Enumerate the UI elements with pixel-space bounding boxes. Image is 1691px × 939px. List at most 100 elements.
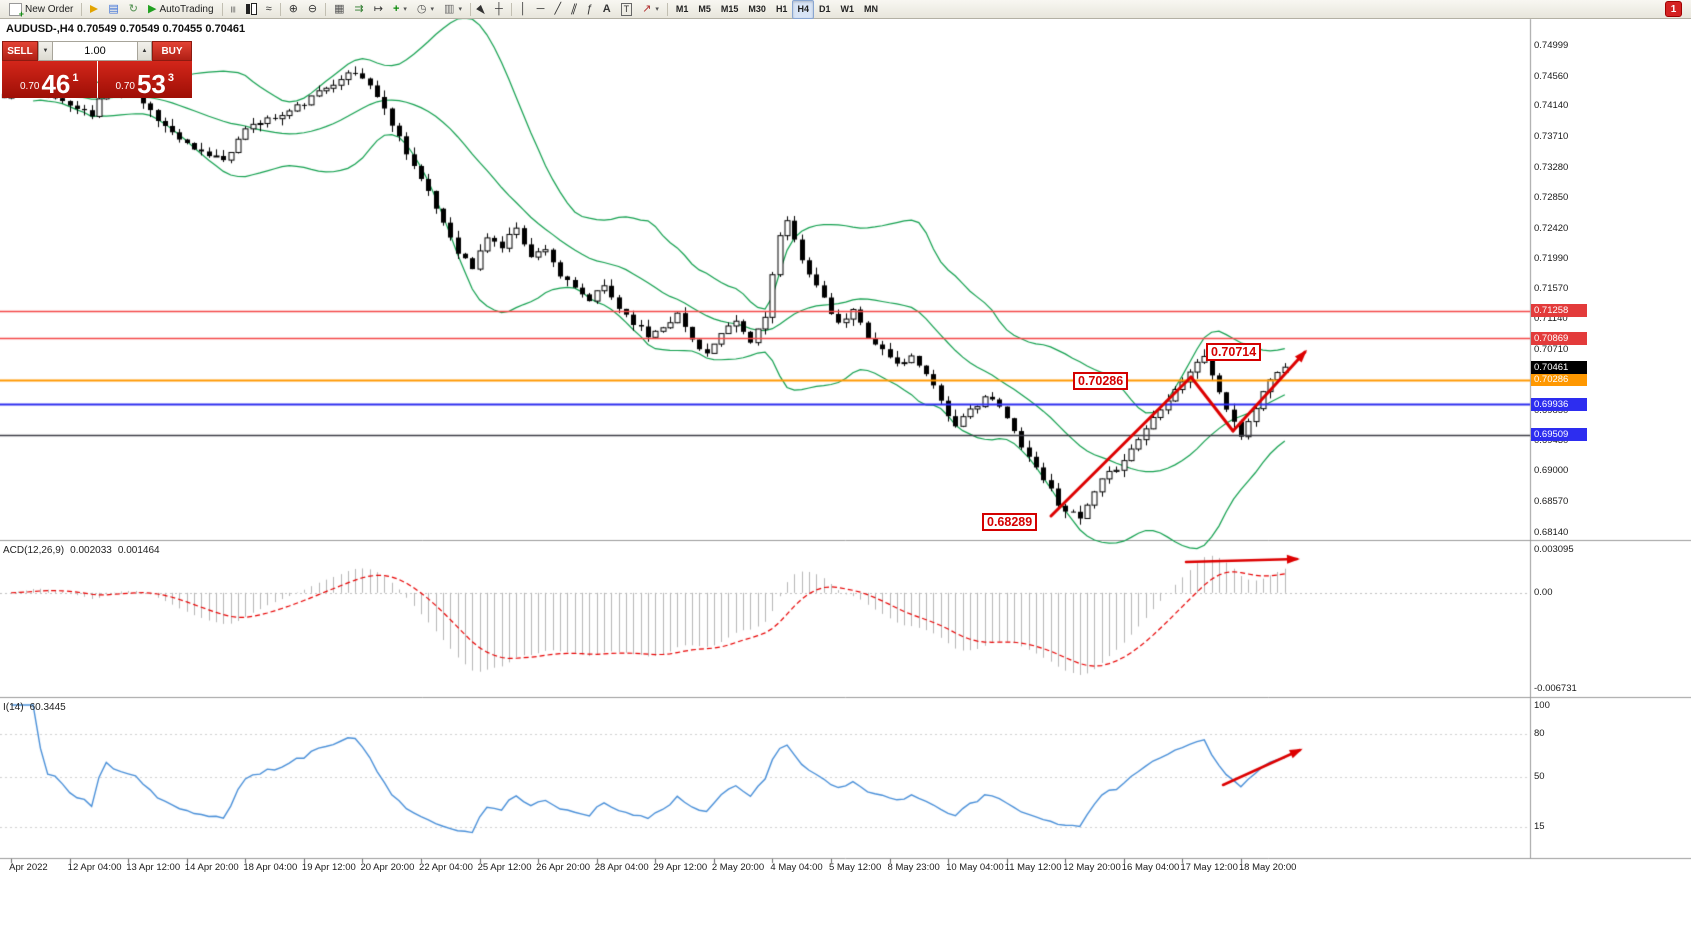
timeframe-d1-button[interactable]: D1 [814,0,836,19]
toolbar-divider [279,2,281,16]
autotrading-button[interactable]: ▶ AutoTrading [143,0,219,19]
time-axis-label: 10 May 04:00 [946,862,1004,873]
timeframe-m5-button-label: M5 [698,4,711,14]
time-axis-label: 18 Apr 04:00 [243,862,298,873]
time-axis-label: 5 May 12:00 [828,862,882,873]
price-tick-label: 0.74140 [1534,100,1569,112]
current-price-badge: 0.70461 [1531,360,1587,374]
time-axis-label: 8 May 23:00 [887,862,940,873]
vertical-line-icon[interactable]: │ [515,0,532,19]
refresh-icon: ↻ [128,2,138,15]
time-axis-label: 12 Apr 04:00 [67,862,122,873]
time-axis-label: 17 May 12:00 [1180,862,1238,873]
candlestick-chart-icon[interactable] [241,0,261,19]
price-tick-label: 0.71570 [1534,282,1569,294]
publisher-icon [90,5,99,13]
crosshair-icon[interactable]: ┼ [490,0,508,19]
timeframe-m5-button[interactable]: M5 [693,0,716,19]
price-annotation-box[interactable]: 0.68289 [982,513,1038,531]
fibonacci-icon: ƒ [586,2,593,15]
macd-scale-label: -0.006731 [1534,682,1577,694]
trendline-icon[interactable]: ╱ [549,0,566,19]
timeframe-m30-button[interactable]: M30 [743,0,771,19]
text-icon[interactable]: A [598,0,616,19]
sell-price-display[interactable]: 0.70 46 1 [2,61,97,98]
price-annotation-box[interactable]: 0.70714 [1206,343,1262,361]
equidistant-channel-icon[interactable]: ∥ [566,0,582,19]
cursor-icon[interactable] [474,0,490,19]
timeframe-m15-button-label: M15 [720,4,739,14]
timeframe-m1-button[interactable]: M1 [671,0,694,19]
arrows-icon[interactable]: ↗ ▾ [637,0,664,19]
market-watch-icon: ▤ [108,2,119,15]
autotrading-button-label: AutoTrading [159,3,214,15]
time-axis-label: 22 Apr 04:00 [419,862,473,873]
timeframe-m30-button-label: M30 [748,4,766,14]
dropdown-caret-icon: ▾ [403,6,407,13]
auto-scroll-icon: ⇉ [354,2,364,15]
volume-down-button[interactable]: ▼ [38,41,53,61]
bar-chart-icon: ||| [230,5,236,13]
chart-shift-icon[interactable]: ↦ [369,0,388,19]
publisher-icon[interactable] [85,0,103,19]
tile-windows-icon[interactable]: ▦ [329,0,349,19]
sell-button[interactable]: SELL [2,41,38,61]
price-axis[interactable]: 0.74999 0.74560 0.74140 0.73710 0.73280 0.728… [1530,19,1691,858]
new-chart-icon[interactable]: + ▾ [388,0,412,19]
market-watch-icon[interactable]: ▤ [103,0,123,19]
time-axis-label: 26 Apr 20:00 [536,862,591,873]
rsi-name: I(14) [3,702,24,713]
zoom-out-icon[interactable]: ⊖ [303,0,322,19]
timeframe-h4-button-label: H4 [797,4,809,14]
zoom-in-icon[interactable]: ⊕ [284,0,303,19]
horizontal-line-icon[interactable]: ─ [532,0,550,19]
text-label-icon[interactable]: T [616,0,638,19]
time-axis-label: 29 Apr 12:00 [653,862,708,873]
macd-indicator-label: ACD(12,26,9) 0.002033 0.001464 [3,545,160,556]
price-tick-label: 0.71990 [1534,253,1569,265]
auto-scroll-icon[interactable]: ⇉ [350,0,369,19]
timeframe-m15-button[interactable]: M15 [716,0,744,19]
price-level-badge: 0.69509 [1531,428,1587,442]
price-tick-label: 0.74999 [1534,39,1569,51]
main-toolbar: New Order ▤ ↻ ▶AutoTrading ||| ≈ ⊕ ⊖ ▦ ⇉ ↦+▾◷▾▥▾ ┼ │… [0,0,1691,19]
time-axis-label: 25 Apr 12:00 [477,862,532,873]
volume-up-button[interactable]: ▲ [137,41,152,61]
timeframe-h4-button[interactable]: H4 [792,0,814,19]
trendline-icon: ╱ [554,2,562,15]
price-annotation-box[interactable]: 0.70286 [1073,372,1129,390]
new-order-button-label: New Order [25,3,74,15]
rsi-scale-label: 50 [1534,771,1545,782]
timeframe-mn-button-label: MN [863,4,878,14]
time-axis-label: 20 Apr 20:00 [360,862,415,873]
price-tick-label: 0.74560 [1534,70,1569,82]
timeframe-mn-button[interactable]: MN [859,0,883,19]
candlestick-chart-icon [245,4,250,14]
timeframe-d1-button-label: D1 [818,4,831,14]
zoom-in-icon: ⊕ [288,2,298,15]
timeframe-w1-button[interactable]: W1 [835,0,859,19]
fibonacci-icon[interactable]: ƒ [582,0,598,19]
period-icon[interactable]: ◷ ▾ [412,0,439,19]
buy-price-display[interactable]: 0.70 53 3 [97,61,192,98]
new-order-button[interactable]: New Order [4,0,78,19]
line-chart-icon[interactable]: ≈ [261,0,277,19]
timeframe-h1-button[interactable]: H1 [771,0,793,19]
time-axis[interactable]: Apr 2022 12 Apr 04:00 13 Apr 12:00 14 Apr 2… [0,858,1691,882]
price-tick-label: 0.73710 [1534,131,1569,143]
price-tick-label: 0.70710 [1534,344,1569,356]
price-level-badge: 0.70869 [1531,331,1587,345]
price-tick-label: 0.71140 [1534,313,1568,325]
buy-button[interactable]: BUY [152,41,192,61]
toolbar-divider [221,2,223,16]
timeframe-m1-button-label: M1 [675,4,689,14]
horizontal-line-icon: ─ [536,2,545,15]
toolbar-divider [81,2,83,16]
time-axis-label: 13 Apr 12:00 [126,862,181,873]
template-icon[interactable]: ▥ ▾ [439,0,467,19]
bar-chart-icon[interactable]: ||| [226,0,241,19]
volume-input[interactable] [53,41,137,61]
notification-badge[interactable]: 1 [1665,1,1682,17]
refresh-icon[interactable]: ↻ [124,0,143,19]
